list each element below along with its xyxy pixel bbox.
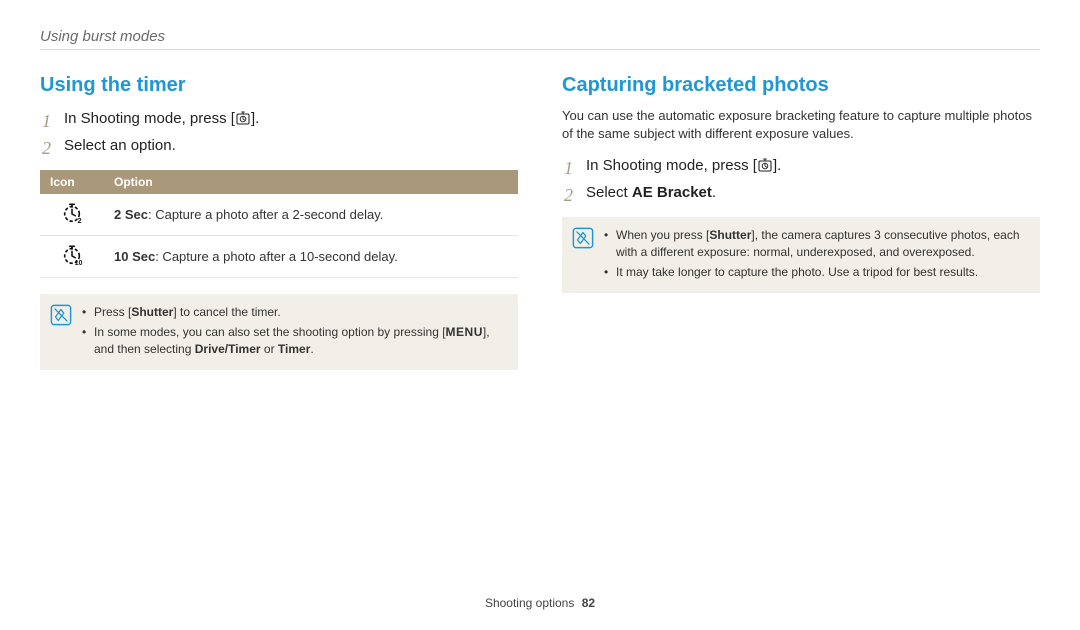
row-desc-10sec: 10 Sec: Capture a photo after a 10-secon…: [104, 236, 518, 278]
right-intro: You can use the automatic exposure brack…: [562, 107, 1040, 142]
step-text-bold: AE Bracket: [632, 184, 712, 201]
right-title: Capturing bracketed photos: [562, 74, 1040, 97]
svg-text:2: 2: [78, 216, 82, 224]
table-row: 2 2 Sec: Capture a photo after a 2-secon…: [40, 194, 518, 236]
right-step-1: In Shooting mode, press [].: [562, 154, 1040, 181]
right-column: Capturing bracketed photos You can use t…: [562, 74, 1040, 370]
left-title: Using the timer: [40, 74, 518, 97]
table-header-option: Option: [104, 170, 518, 194]
content-columns: Using the timer In Shooting mode, press …: [40, 74, 1040, 370]
right-step-2: Select AE Bracket.: [562, 181, 1040, 205]
timer-button-icon: [235, 110, 251, 134]
row-icon-10sec: 10: [40, 236, 104, 278]
note-list: When you press [Shutter], the camera cap…: [604, 227, 1028, 283]
timer-10sec-icon: 10: [61, 244, 83, 266]
row-icon-2sec: 2: [40, 194, 104, 236]
step-text-post: ].: [251, 110, 259, 127]
step-text-pre: In Shooting mode, press [: [64, 110, 235, 127]
note-item: When you press [Shutter], the camera cap…: [604, 227, 1028, 261]
table-row: 10 10 Sec: Capture a photo after a 10-se…: [40, 236, 518, 278]
table-header-icon: Icon: [40, 170, 104, 194]
left-step-2: Select an option.: [40, 134, 518, 158]
svg-text:10: 10: [75, 260, 83, 266]
left-steps: In Shooting mode, press []. Select an op…: [40, 107, 518, 158]
divider: [40, 49, 1040, 50]
left-column: Using the timer In Shooting mode, press …: [40, 74, 518, 370]
note-item: It may take longer to capture the photo.…: [604, 264, 1028, 281]
left-note: Press [Shutter] to cancel the timer. In …: [40, 294, 518, 370]
note-item: Press [Shutter] to cancel the timer.: [82, 304, 506, 321]
step-text-pre: Select: [586, 184, 632, 201]
footer-label: Shooting options: [485, 596, 574, 610]
page-footer: Shooting options 82: [0, 596, 1080, 610]
step-text-post: ].: [773, 157, 781, 174]
breadcrumb: Using burst modes: [40, 28, 1040, 45]
step-text: Select an option.: [64, 137, 176, 154]
note-icon: [572, 227, 594, 249]
timer-button-icon: [757, 157, 773, 181]
options-table: Icon Option 2 2 Sec: Capture: [40, 170, 518, 278]
step-text-post: .: [712, 184, 716, 201]
left-step-1: In Shooting mode, press [].: [40, 107, 518, 134]
timer-2sec-icon: 2: [61, 202, 83, 224]
row-desc-2sec: 2 Sec: Capture a photo after a 2-second …: [104, 194, 518, 236]
page-number: 82: [582, 596, 595, 610]
note-item: In some modes, you can also set the shoo…: [82, 324, 506, 358]
note-list: Press [Shutter] to cancel the timer. In …: [82, 304, 506, 360]
step-text-pre: In Shooting mode, press [: [586, 157, 757, 174]
note-icon: [50, 304, 72, 326]
right-steps: In Shooting mode, press []. Select AE Br…: [562, 154, 1040, 205]
right-note: When you press [Shutter], the camera cap…: [562, 217, 1040, 293]
